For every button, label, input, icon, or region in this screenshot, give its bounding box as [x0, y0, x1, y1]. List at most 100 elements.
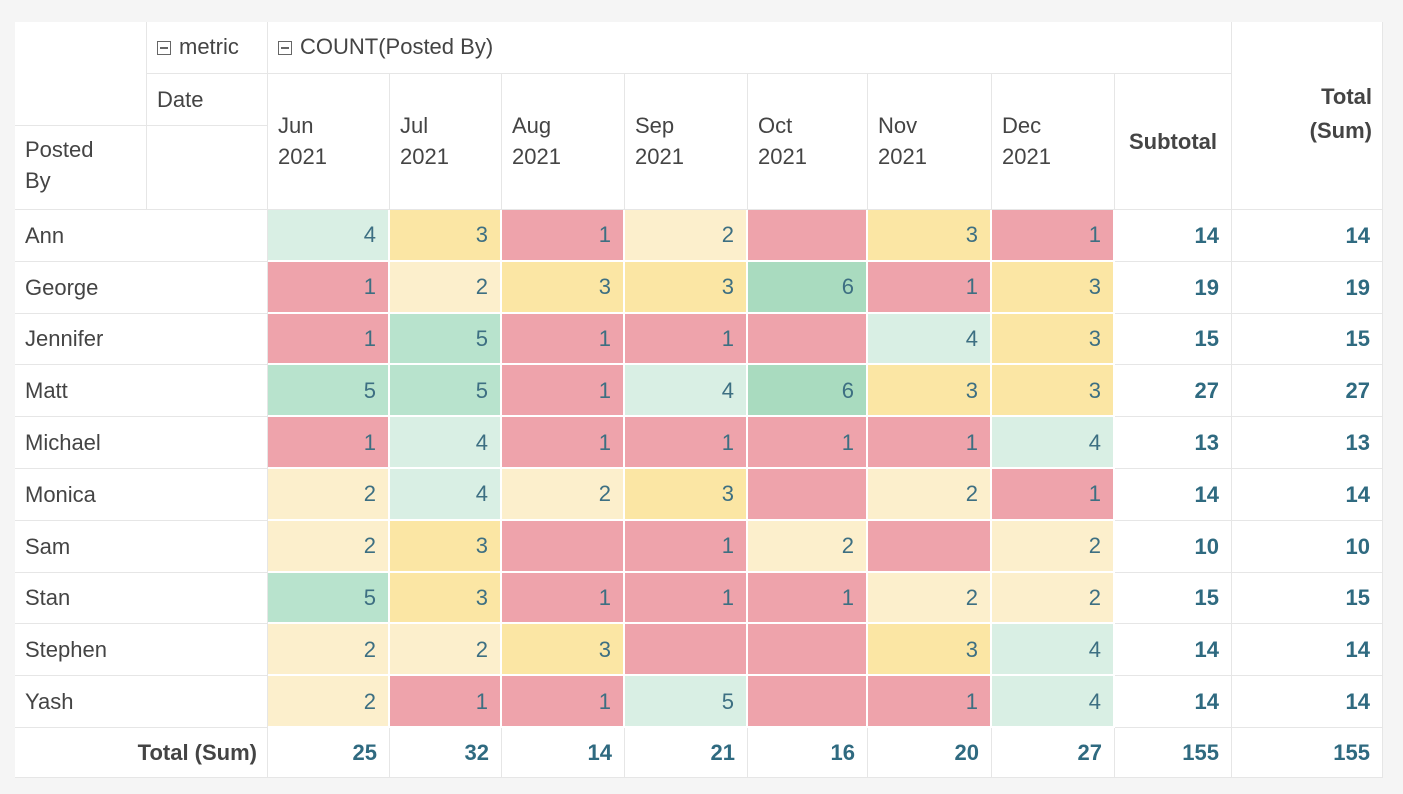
value-cell: 4 — [268, 210, 390, 262]
value-cell — [868, 520, 992, 573]
row-label[interactable]: Matt — [15, 365, 268, 418]
value-cell: 6 — [748, 261, 868, 314]
value-cell: 3 — [868, 210, 992, 262]
month-header[interactable]: Oct 2021 — [748, 74, 868, 210]
subtotal-cell: 14 — [1115, 469, 1232, 521]
row-label[interactable]: Stephen — [15, 624, 268, 677]
value-cell: 1 — [625, 572, 748, 625]
value-cell: 5 — [268, 572, 390, 625]
total-cell: 13 — [1232, 417, 1383, 469]
collapse-icon[interactable] — [157, 41, 171, 55]
value-cell: 3 — [868, 624, 992, 677]
month-header[interactable]: Dec 2021 — [992, 74, 1115, 210]
column-total-cell: 21 — [625, 728, 748, 778]
month-header[interactable]: Jun 2021 — [268, 74, 390, 210]
subtotal-cell: 14 — [1115, 210, 1232, 262]
row-label-text: Monica — [25, 481, 96, 507]
value-cell: 2 — [268, 624, 390, 677]
subtotal-cell: 27 — [1115, 365, 1232, 418]
count-header[interactable]: COUNT(Posted By) — [268, 22, 1232, 74]
month-header[interactable]: Nov 2021 — [868, 74, 992, 210]
value-cell: 3 — [625, 261, 748, 314]
empty-header-cell — [147, 126, 268, 210]
value-cell: 4 — [868, 313, 992, 366]
collapse-icon[interactable] — [278, 41, 292, 55]
value-cell: 5 — [268, 365, 390, 418]
total-cell: 19 — [1232, 261, 1383, 314]
row-label-text: Jennifer — [25, 326, 104, 352]
total-cell: 14 — [1232, 469, 1383, 521]
value-cell: 4 — [625, 365, 748, 418]
total-cell: 14 — [1232, 676, 1383, 728]
value-cell: 3 — [992, 261, 1115, 314]
value-cell: 4 — [390, 417, 502, 469]
month-header[interactable]: Aug 2021 — [502, 74, 625, 210]
value-cell: 1 — [868, 261, 992, 314]
row-label[interactable]: Sam — [15, 520, 268, 573]
value-cell: 2 — [390, 261, 502, 314]
total-sum-header[interactable]: Total (Sum) — [1232, 22, 1383, 210]
row-label-text: Stan — [25, 585, 71, 611]
subtotal-cell: 19 — [1115, 261, 1232, 314]
date-header: Date — [147, 74, 268, 126]
value-cell: 3 — [390, 572, 502, 625]
value-cell: 1 — [502, 365, 625, 418]
value-cell: 1 — [268, 313, 390, 366]
row-label[interactable]: Monica — [15, 469, 268, 521]
subtotal-cell: 14 — [1115, 624, 1232, 677]
value-cell: 1 — [748, 417, 868, 469]
row-label[interactable]: George — [15, 261, 268, 314]
posted-by-header[interactable]: Posted By — [15, 126, 147, 210]
row-label[interactable]: Yash — [15, 676, 268, 728]
month-header-label: Oct 2021 — [758, 113, 807, 169]
value-cell: 5 — [390, 313, 502, 366]
value-cell: 2 — [390, 624, 502, 677]
value-cell: 2 — [502, 469, 625, 521]
row-label-text: Sam — [25, 533, 71, 559]
pivot-table: metric COUNT(Posted By) Total (Sum) Date… — [15, 22, 1383, 778]
value-cell — [748, 624, 868, 677]
column-total-cell: 25 — [268, 728, 390, 778]
date-label: Date — [157, 87, 204, 112]
subtotal-cell: 15 — [1115, 572, 1232, 625]
row-label-text: Ann — [25, 222, 65, 248]
value-cell: 2 — [625, 210, 748, 262]
value-cell: 1 — [992, 210, 1115, 262]
row-label[interactable]: Michael — [15, 417, 268, 469]
value-cell: 2 — [268, 520, 390, 573]
value-cell: 1 — [625, 417, 748, 469]
posted-by-label: Posted By — [25, 137, 94, 193]
value-cell: 3 — [868, 365, 992, 418]
total-cell: 27 — [1232, 365, 1383, 418]
value-cell — [748, 469, 868, 521]
value-cell: 1 — [502, 210, 625, 262]
subtotal-header[interactable]: Subtotal — [1115, 74, 1232, 210]
column-total-cell: 16 — [748, 728, 868, 778]
total-sum-header-label: Total (Sum) — [1309, 84, 1372, 143]
row-label[interactable]: Ann — [15, 210, 268, 262]
value-cell: 3 — [390, 210, 502, 262]
total-cell: 15 — [1232, 572, 1383, 625]
month-header[interactable]: Jul 2021 — [390, 74, 502, 210]
metric-header[interactable]: metric — [147, 22, 268, 74]
totals-label: Total (Sum) — [15, 728, 268, 778]
value-cell: 1 — [268, 261, 390, 314]
month-header[interactable]: Sep 2021 — [625, 74, 748, 210]
value-cell: 1 — [502, 676, 625, 728]
total-cell: 14 — [1232, 624, 1383, 677]
totals-label-text: Total (Sum) — [137, 740, 257, 765]
value-cell: 4 — [992, 624, 1115, 677]
month-header-label: Aug 2021 — [512, 113, 561, 169]
value-cell: 3 — [390, 520, 502, 573]
value-cell: 3 — [625, 469, 748, 521]
total-cell: 10 — [1232, 520, 1383, 573]
value-cell: 3 — [992, 365, 1115, 418]
value-cell: 5 — [390, 365, 502, 418]
row-label[interactable]: Jennifer — [15, 313, 268, 366]
value-cell: 2 — [992, 572, 1115, 625]
value-cell: 1 — [625, 313, 748, 366]
column-total-cell: 20 — [868, 728, 992, 778]
value-cell: 1 — [625, 520, 748, 573]
row-label[interactable]: Stan — [15, 572, 268, 625]
value-cell: 1 — [502, 417, 625, 469]
